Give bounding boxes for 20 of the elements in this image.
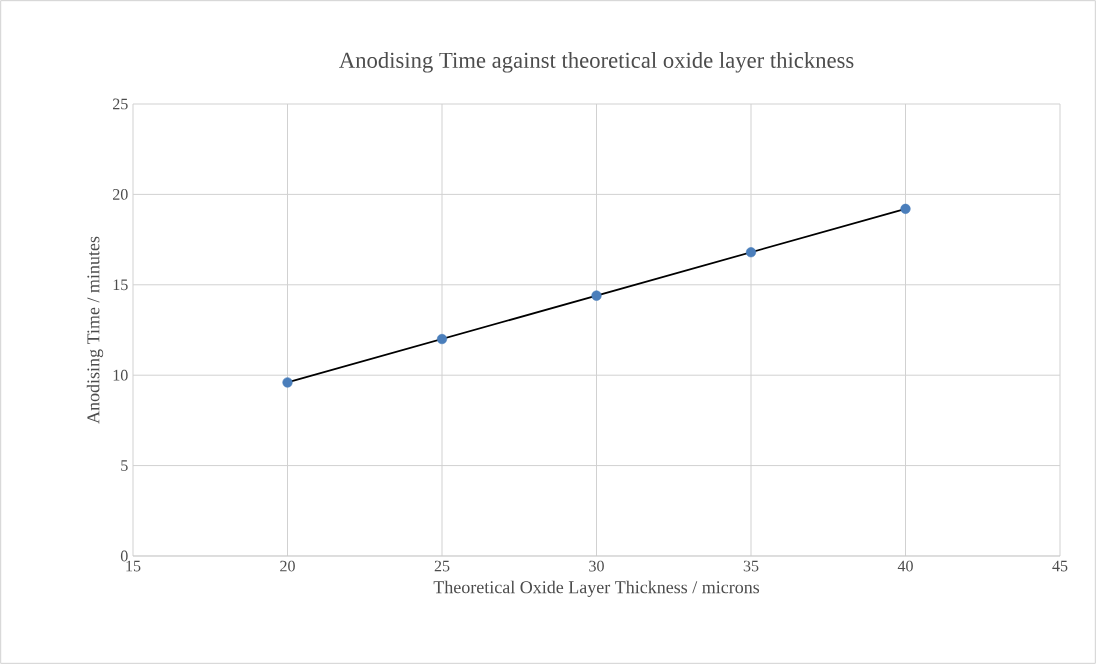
y-axis-title: Anodising Time / minutes	[86, 236, 104, 424]
y-tick-label: 0	[120, 550, 128, 562]
point	[591, 290, 602, 301]
x-tick-label: 35	[743, 560, 759, 572]
point	[436, 333, 448, 345]
y-tick-label: 15	[113, 279, 128, 291]
y-tick-label: 5	[121, 460, 128, 471]
y-tick-label: 20	[113, 188, 128, 200]
x-tick-label: 25	[434, 560, 450, 572]
x-tick-label: 45	[1052, 560, 1068, 572]
point	[900, 203, 911, 214]
x-tick-label: 30	[589, 560, 604, 572]
x-tick-label: 40	[897, 560, 913, 572]
point	[745, 247, 757, 258]
chart-title: Anodising Time against theoretical oxide layer thickness	[339, 52, 854, 73]
y-tick-label: 25	[113, 98, 128, 110]
x-axis-title: Theoretical Oxide Layer Thickness / microns	[433, 580, 760, 598]
y-tick-label: 10	[113, 369, 128, 381]
point	[282, 377, 293, 388]
x-tick-label: 20	[280, 560, 295, 572]
